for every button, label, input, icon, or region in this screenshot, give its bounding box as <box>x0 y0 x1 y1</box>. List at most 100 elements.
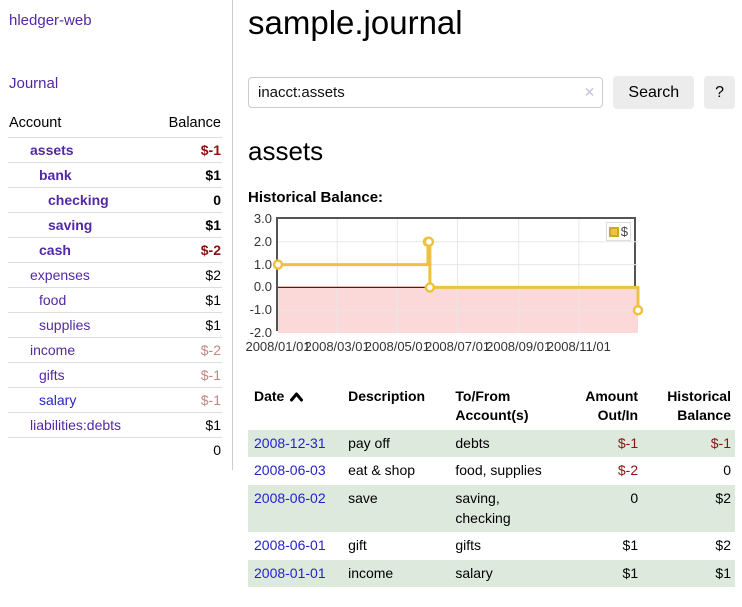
chart-legend: $ <box>605 222 631 241</box>
register-description: eat & shop <box>348 462 416 479</box>
sidebar-total-row: 0 <box>8 437 222 462</box>
y-axis-label: 3.0 <box>253 211 272 226</box>
account-balance: $-2 <box>152 237 222 263</box>
register-table: Date Description To/From Account(s) Amoun… <box>248 385 735 588</box>
account-balance: $2 <box>152 262 222 288</box>
register-body: 2008-12-31 pay off debts $-1 $-1 2008-06-03 ea… <box>248 429 735 588</box>
sidebar-accounts-table: Account Balance assets $-1 bank $1 checking 0… <box>8 112 222 462</box>
register-description: save <box>348 484 456 533</box>
register-description: income <box>348 559 456 588</box>
register-row: 2008-12-31 pay off debts $-1 $-1 <box>248 429 735 458</box>
register-date-link[interactable]: 2008-12-31 <box>254 434 326 451</box>
sidebar-account-link[interactable]: gifts <box>39 367 65 383</box>
register-row: 2008-06-01 gift gifts $1 $2 <box>248 532 735 560</box>
account-row: income $-2 <box>8 337 222 363</box>
register-accounts: saving, checking <box>455 484 559 533</box>
x-axis-label: 2008/11/01 <box>546 339 611 354</box>
x-axis-label: 2008/09/01 <box>486 339 552 354</box>
sidebar-account-link[interactable]: food <box>39 292 67 308</box>
register-row: 2008-06-02 save saving, checking 0 $2 <box>248 484 735 533</box>
register-amount: $-1 <box>558 429 643 458</box>
sidebar-account-link[interactable]: expenses <box>30 267 90 283</box>
register-balance: $1 <box>642 559 735 588</box>
chart-title: Historical Balance: <box>248 189 384 206</box>
register-amount: 0 <box>558 484 643 533</box>
search-box: ✕ <box>248 77 604 108</box>
register-accounts: gifts <box>455 537 482 554</box>
sidebar-total-value: 0 <box>152 437 222 462</box>
account-row: assets $-1 <box>8 137 222 163</box>
sidebar-account-link[interactable]: supplies <box>39 317 91 333</box>
sidebar-account-link[interactable]: salary <box>39 392 77 408</box>
x-axis-label: 2008/03/01 <box>304 339 370 354</box>
balance-chart: $ 3.0 2.0 1.0 0.0 -1.0 -2.0 2008/01/01 2008/03/… <box>245 211 735 361</box>
register-balance: $2 <box>715 537 731 554</box>
search-input[interactable] <box>248 77 604 108</box>
account-balance: $-1 <box>152 137 222 163</box>
account-row: gifts $-1 <box>8 362 222 388</box>
sidebar-account-link[interactable]: assets <box>30 142 74 158</box>
search-bar: ✕ Search ? <box>248 76 735 109</box>
account-row: bank $1 <box>8 162 222 188</box>
account-heading: assets <box>248 136 324 166</box>
register-row: 2008-06-03 eat & shop food, supplies $-2 0 <box>248 457 735 485</box>
account-balance: $-1 <box>152 362 222 388</box>
account-balance: $1 <box>152 162 222 188</box>
sidebar-account-link[interactable]: income <box>30 342 76 358</box>
sidebar-account-link[interactable]: liabilities:debts <box>30 417 122 433</box>
sort-ascending-icon <box>290 392 304 402</box>
y-axis-label: -1.0 <box>249 302 272 318</box>
register-date-link[interactable]: 2008-01-01 <box>254 564 326 581</box>
chart-plot: $ <box>272 217 644 333</box>
account-balance: $1 <box>152 287 222 313</box>
account-row: food $1 <box>8 287 222 313</box>
date-header-label: Date <box>254 388 285 404</box>
clear-search-icon[interactable]: ✕ <box>583 84 596 100</box>
sidebar-account-link[interactable]: cash <box>39 242 71 258</box>
register-header-amount: Amount Out/In <box>585 388 639 423</box>
register-accounts: debts <box>455 429 559 458</box>
register-date-link[interactable]: 2008-06-03 <box>254 462 326 479</box>
register-amount: $-2 <box>617 462 639 479</box>
main-content: sample.journal ✕ Search ? assets Histori… <box>233 0 742 607</box>
register-balance: $-1 <box>642 429 735 458</box>
register-header-tofrom: To/From Account(s) <box>455 388 529 423</box>
register-date-link[interactable]: 2008-06-01 <box>254 537 326 554</box>
account-balance: 0 <box>152 187 222 213</box>
account-row: salary $-1 <box>8 387 222 413</box>
register-description: pay off <box>348 429 456 458</box>
sidebar: hledger-web Journal Account Balance asse… <box>0 0 233 470</box>
sidebar-account-link[interactable]: checking <box>48 192 109 208</box>
legend-label: $ <box>620 224 628 239</box>
register-header-date[interactable]: Date <box>248 385 348 430</box>
page-title: sample.journal <box>248 4 463 41</box>
nav-journal-link[interactable]: Journal <box>9 75 59 92</box>
search-button[interactable]: Search <box>613 76 695 109</box>
register-accounts: food, supplies <box>455 462 542 479</box>
y-axis-label: 0.0 <box>253 279 272 295</box>
balance-column-header: Balance <box>152 112 222 138</box>
sidebar-account-link[interactable]: bank <box>39 167 72 183</box>
sidebar-accounts-body: assets $-1 bank $1 checking 0 saving $1 cash $-2 e… <box>8 137 222 438</box>
sidebar-account-link[interactable]: saving <box>48 217 93 233</box>
x-axis-label: 2008/07/01 <box>424 339 491 354</box>
register-header-description: Description <box>348 388 426 404</box>
register-date-link[interactable]: 2008-06-02 <box>254 489 326 506</box>
account-row: supplies $1 <box>8 312 222 338</box>
register-amount: $1 <box>622 537 639 554</box>
legend-swatch-icon <box>608 226 619 237</box>
register-amount: $1 <box>558 559 643 588</box>
register-row: 2008-01-01 income salary $1 $1 <box>248 559 735 588</box>
app-title-link[interactable]: hledger-web <box>9 12 92 29</box>
account-balance: $1 <box>152 212 222 238</box>
help-button[interactable]: ? <box>704 76 735 109</box>
x-axis-label: 2008/01/01 <box>245 339 311 354</box>
y-axis-label: 2.0 <box>253 233 272 249</box>
account-balance: $1 <box>152 312 222 338</box>
account-row: checking 0 <box>8 187 222 213</box>
account-column-header: Account <box>8 112 153 138</box>
x-axis-label: 2008/05/01 <box>364 339 430 354</box>
account-row: liabilities:debts $1 <box>8 412 222 438</box>
account-row: expenses $2 <box>8 262 222 288</box>
